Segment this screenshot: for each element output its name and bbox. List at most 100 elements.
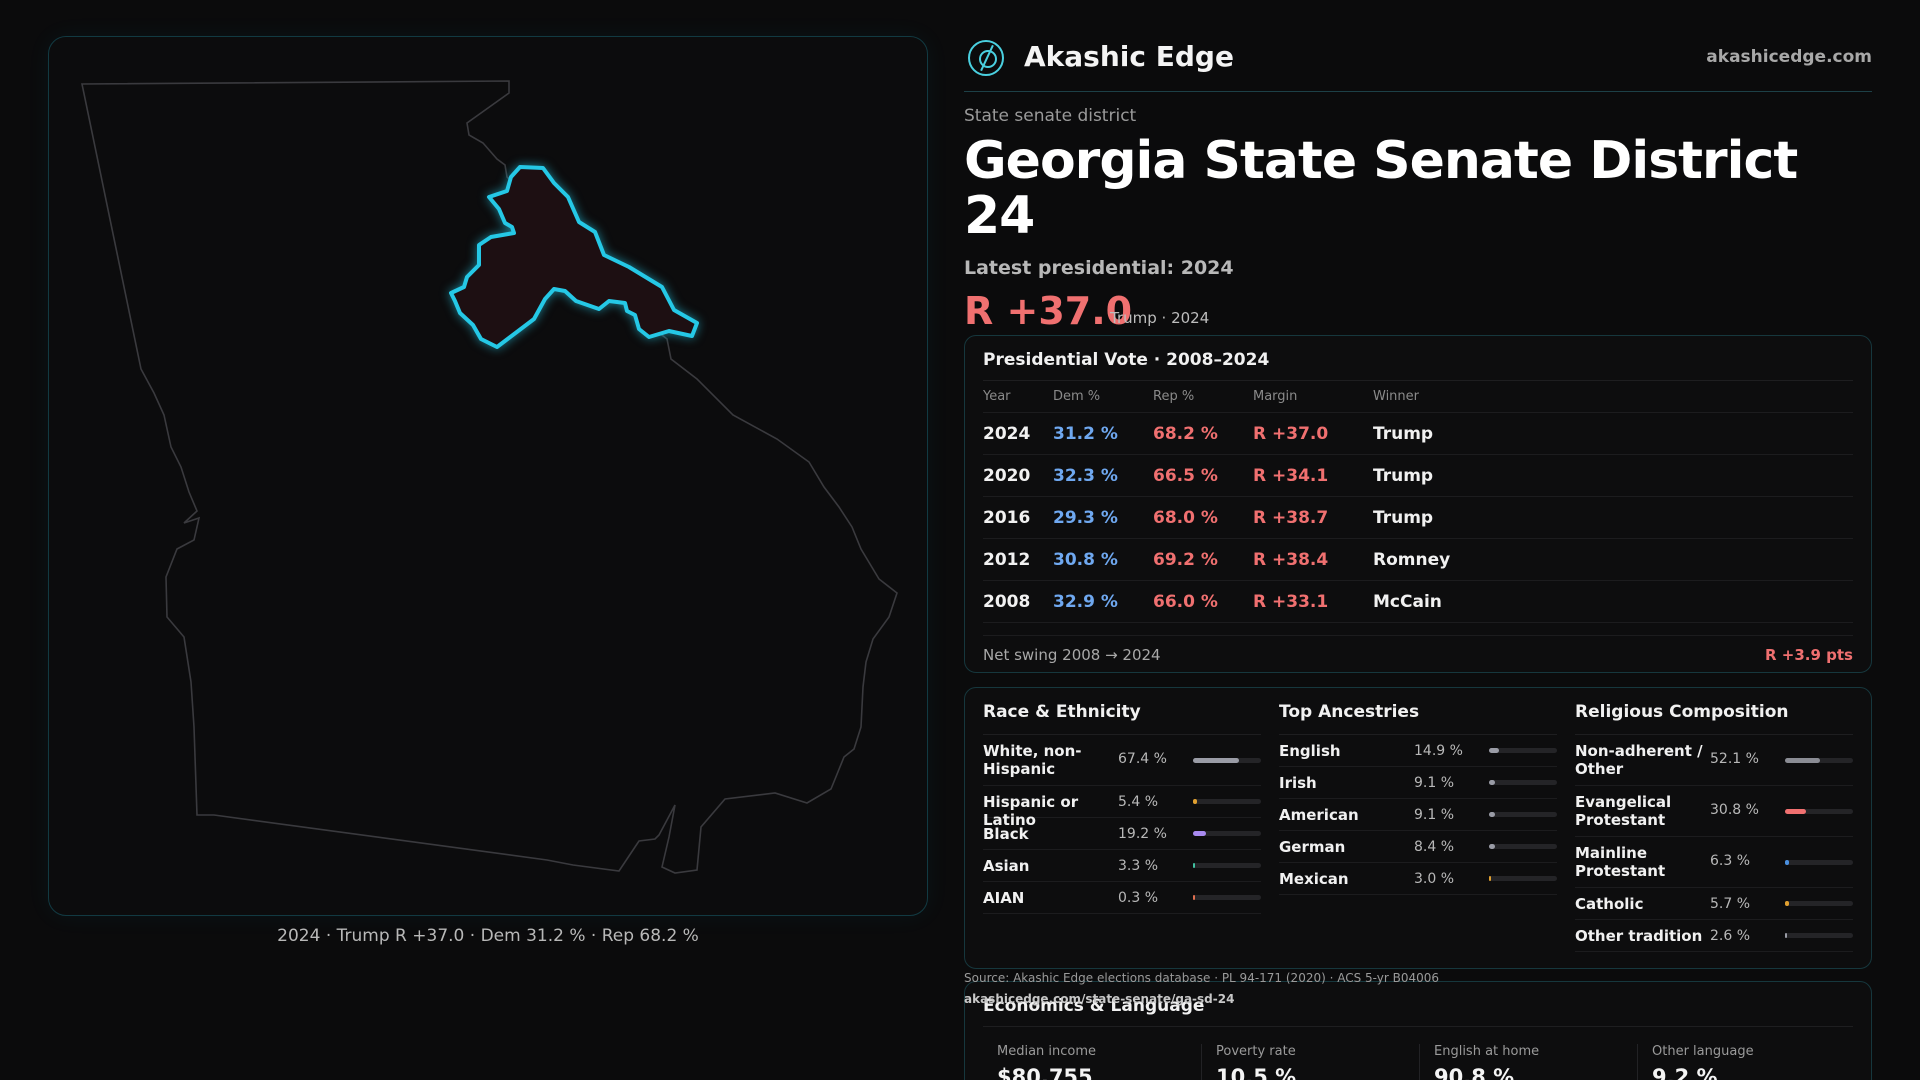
religion-row: Non-adherent / Other 52.1 % xyxy=(1575,735,1853,787)
row-dem: 32.9 % xyxy=(1053,591,1118,612)
stat-median-income: Median income $80,755 xyxy=(983,1044,1201,1080)
source-note: Source: Akashic Edge elections database … xyxy=(964,968,1439,1010)
row-margin: R +37.0 xyxy=(1253,423,1329,444)
page-title: Georgia State Senate District 24 xyxy=(964,131,1798,246)
economics-stats: Median income $80,755 Poverty rate 10.5 … xyxy=(983,1044,1855,1080)
row-margin: R +34.1 xyxy=(1253,465,1329,486)
race-row-label: White, non-Hispanic xyxy=(983,742,1082,779)
row-margin: R +38.7 xyxy=(1253,507,1329,528)
stat-label: Other language xyxy=(1652,1044,1754,1060)
race-row: AIAN 0.3 % xyxy=(983,882,1261,915)
religion-row-label: Mainline Protestant xyxy=(1575,844,1666,881)
religion-row-bar-fill xyxy=(1785,933,1787,939)
district-map[interactable] xyxy=(48,36,928,916)
row-year: 2012 xyxy=(983,549,1031,570)
demographics-card: Race & Ethnicity White, non-Hispanic 67.4… xyxy=(964,687,1872,970)
race-row-label: Black xyxy=(983,825,1029,844)
row-rep: 66.0 % xyxy=(1153,591,1218,612)
race-row-bar xyxy=(1193,799,1261,805)
race-ethnicity-title: Race & Ethnicity xyxy=(983,702,1261,736)
district-24-shape[interactable] xyxy=(449,165,699,349)
race-row: Asian 3.3 % xyxy=(983,850,1261,883)
source-url-link[interactable]: akashicedge.com/state-senate/ga-sd-24 xyxy=(964,992,1235,1006)
row-year: 2024 xyxy=(983,423,1031,444)
economics-title: Economics & Language xyxy=(983,996,1853,1028)
ancestry-row-label: German xyxy=(1279,838,1346,857)
source-text: Source: Akashic Edge elections database … xyxy=(964,971,1440,985)
religion-row-label: Evangelical Protestant xyxy=(1575,793,1672,830)
ancestry-row-bar-fill xyxy=(1489,812,1496,818)
ancestry-row-percent: 9.1 % xyxy=(1414,807,1455,824)
headline-margin: R +37.0 Trump · 2024 xyxy=(964,289,1872,335)
ancestries-title: Top Ancestries xyxy=(1279,702,1557,736)
col-year: Year xyxy=(983,389,1011,405)
race-row-percent: 19.2 % xyxy=(1118,826,1167,843)
race-row-percent: 0.3 % xyxy=(1118,890,1159,907)
race-ethnicity-section: Race & Ethnicity White, non-Hispanic 67.4… xyxy=(983,702,1261,915)
economics-card: Economics & Language Median income $80,7… xyxy=(964,981,1872,1080)
ancestry-row: German 8.4 % xyxy=(1279,831,1557,864)
row-year: 2016 xyxy=(983,507,1031,528)
race-row: Black 19.2 % xyxy=(983,818,1261,851)
brand-url-link[interactable]: akashicedge.com xyxy=(1706,47,1872,67)
ancestry-row: Irish 9.1 % xyxy=(1279,767,1557,800)
ancestry-row: Mexican 3.0 % xyxy=(1279,863,1557,896)
religion-row-label: Non-adherent / Other xyxy=(1575,742,1703,779)
net-swing-value: R +3.9 pts xyxy=(1765,646,1853,665)
religion-row-bar-fill xyxy=(1785,758,1821,764)
race-row-bar xyxy=(1193,758,1261,764)
margin-value: R +37.0 xyxy=(964,289,1133,334)
district-info-panel: Akashic Edge akashicedge.com State senat… xyxy=(964,36,1872,1080)
table-row: 2016 29.3 % 68.0 % R +38.7 Trump xyxy=(983,497,1853,540)
row-rep: 66.5 % xyxy=(1153,465,1218,486)
religion-row-bar xyxy=(1785,758,1853,764)
religion-row-bar xyxy=(1785,809,1853,815)
religion-row-bar xyxy=(1785,860,1853,866)
akashic-edge-logo-icon[interactable] xyxy=(968,40,1004,76)
row-winner: Trump xyxy=(1373,465,1434,486)
ancestry-row-percent: 8.4 % xyxy=(1414,839,1455,856)
col-dem: Dem % xyxy=(1053,389,1101,405)
religion-row: Evangelical Protestant 30.8 % xyxy=(1575,786,1853,838)
ancestry-row: English 14.9 % xyxy=(1279,735,1557,768)
row-margin: R +38.4 xyxy=(1253,549,1329,570)
row-margin: R +33.1 xyxy=(1253,591,1329,612)
col-winner: Winner xyxy=(1373,389,1420,405)
col-margin: Margin xyxy=(1253,389,1298,405)
race-rows: White, non-Hispanic 67.4 % Hispanic or Lat… xyxy=(983,735,1261,915)
ancestry-row-label: Irish xyxy=(1279,774,1317,793)
stat-english-at-home: English at home 90.8 % xyxy=(1419,1044,1637,1080)
ancestry-row-label: American xyxy=(1279,806,1359,825)
religion-row-bar-fill xyxy=(1785,809,1806,815)
table-row: 2008 32.9 % 66.0 % R +33.1 McCain xyxy=(983,581,1853,624)
religion-row-percent: 30.8 % xyxy=(1710,802,1759,819)
net-swing-label: Net swing 2008 → 2024 xyxy=(983,646,1161,665)
stat-value: 10.5 % xyxy=(1216,1065,1297,1080)
race-row-bar xyxy=(1193,831,1261,837)
race-row-label: AIAN xyxy=(983,889,1025,908)
ancestries-section: Top Ancestries English 14.9 % Irish 9.1 % Am… xyxy=(1279,702,1557,896)
stat-label: Median income xyxy=(997,1044,1097,1060)
race-row-bar xyxy=(1193,863,1261,869)
brand-name[interactable]: Akashic Edge xyxy=(1024,40,1234,73)
row-winner: Trump xyxy=(1373,507,1434,528)
stat-poverty-rate: Poverty rate 10.5 % xyxy=(1201,1044,1419,1080)
ancestry-row-label: Mexican xyxy=(1279,870,1349,889)
row-winner: McCain xyxy=(1373,591,1442,612)
religion-row: Mainline Protestant 6.3 % xyxy=(1575,837,1853,889)
ancestry-row-bar-fill xyxy=(1489,748,1500,754)
georgia-map-svg xyxy=(81,80,898,874)
race-row-bar-fill xyxy=(1193,863,1196,869)
margin-subtitle: Trump · 2024 xyxy=(1110,309,1210,328)
row-year: 2008 xyxy=(983,591,1031,612)
religion-rows: Non-adherent / Other 52.1 % Evangelical Pr… xyxy=(1575,735,1853,953)
row-dem: 31.2 % xyxy=(1053,423,1118,444)
stat-label: English at home xyxy=(1434,1044,1540,1060)
religion-row-percent: 2.6 % xyxy=(1710,928,1751,945)
religion-row-label: Catholic xyxy=(1575,895,1644,914)
net-swing: Net swing 2008 → 2024 R +3.9 pts xyxy=(983,635,1853,675)
row-winner: Trump xyxy=(1373,423,1434,444)
religion-row-bar-fill xyxy=(1785,860,1790,866)
row-dem: 29.3 % xyxy=(1053,507,1118,528)
